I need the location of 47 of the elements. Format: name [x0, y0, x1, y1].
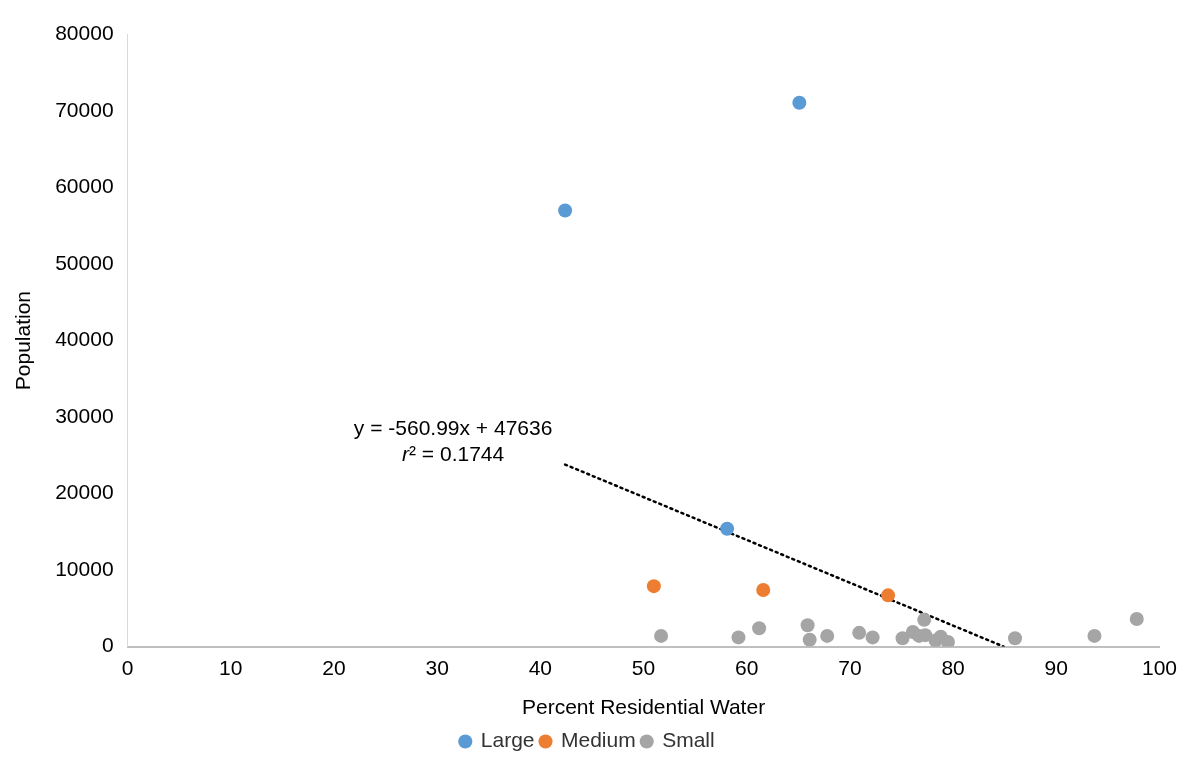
y-tick-label: 20000	[55, 480, 114, 504]
x-tick-label: 80	[941, 656, 965, 679]
legend-label: Large	[480, 728, 535, 752]
point	[720, 521, 735, 536]
x-tick-label: 30	[425, 656, 449, 679]
y-tick-label: 80000	[55, 21, 114, 45]
point	[1129, 612, 1144, 627]
x-tick-label: 90	[1044, 656, 1068, 679]
point	[865, 630, 880, 645]
y-tick-label: 40000	[55, 327, 114, 351]
point	[917, 612, 932, 627]
y-tick-label: 50000	[55, 250, 114, 274]
point	[940, 635, 955, 647]
x-tick-label: 100	[1141, 656, 1177, 679]
point	[881, 588, 896, 603]
y-tick-label: 60000	[55, 174, 114, 198]
point	[895, 631, 910, 646]
point	[646, 579, 661, 594]
x-tick-label: 10	[219, 656, 243, 679]
y-tick-label: 70000	[55, 97, 114, 121]
annotation: y = -560.99x + 47636	[353, 415, 553, 439]
point	[852, 625, 867, 640]
point	[802, 632, 817, 647]
x-tick-label: 20	[322, 656, 346, 679]
y-tick-label: 0	[101, 633, 114, 657]
point	[1087, 628, 1102, 643]
y-tick-label: 10000	[55, 556, 114, 580]
x-tick-label: 0	[121, 656, 134, 679]
point	[792, 95, 807, 110]
point	[1008, 631, 1023, 646]
y-tick-label: 30000	[55, 403, 114, 427]
y-axis-title: Population	[11, 290, 35, 391]
x-tick-label: 60	[735, 656, 759, 679]
x-tick-label: 70	[838, 656, 862, 679]
x-tick-label: 50	[631, 656, 656, 679]
point	[820, 628, 835, 643]
point	[752, 621, 767, 636]
point	[800, 618, 815, 633]
legend-label: Medium	[561, 728, 636, 752]
legend-label: Small	[662, 728, 715, 752]
point	[756, 582, 771, 597]
point	[558, 203, 573, 218]
x-tick-label: 40	[528, 656, 553, 679]
point	[731, 630, 746, 645]
point	[654, 628, 669, 643]
x-axis-title: Percent Residential Water	[521, 695, 766, 719]
annotation: r² = 0.1744	[402, 441, 505, 465]
